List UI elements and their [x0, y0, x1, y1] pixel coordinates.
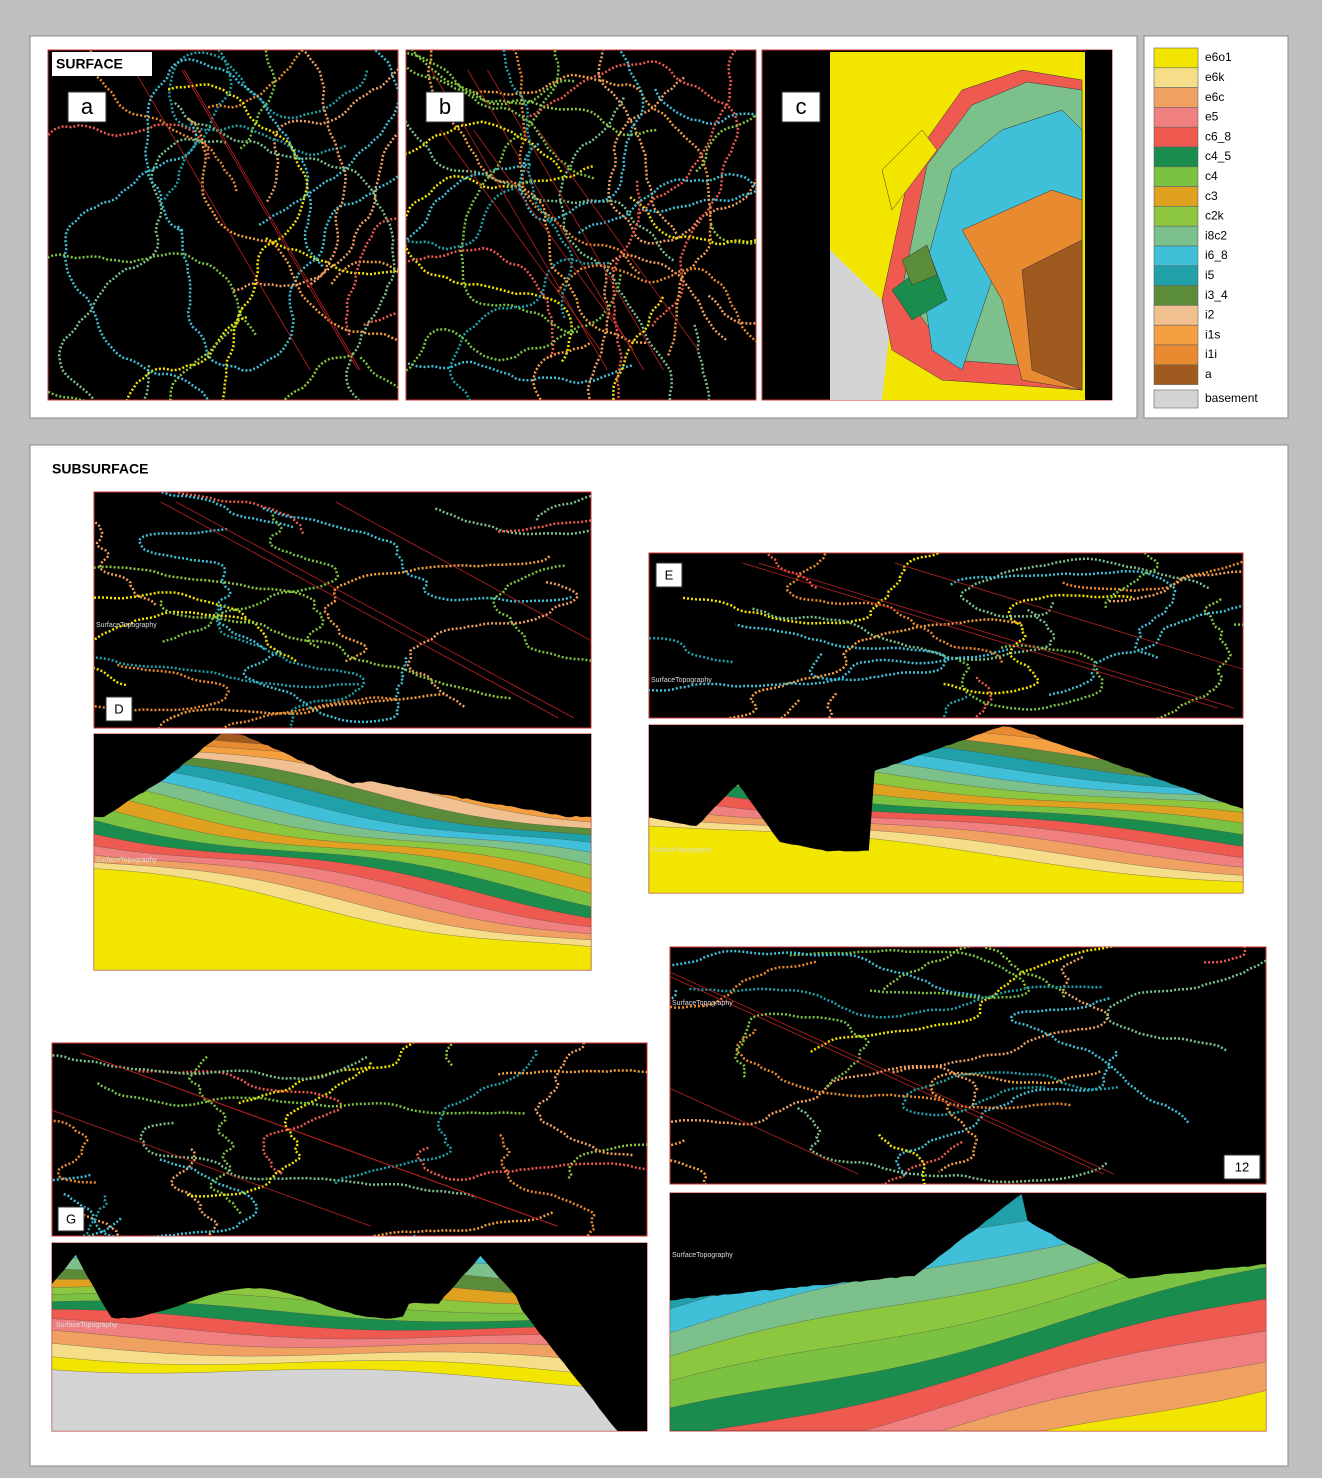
legend-label: e6k [1205, 70, 1225, 84]
legend-label: e6o1 [1205, 50, 1232, 64]
legend-label: i3_4 [1205, 288, 1228, 302]
legend-swatch [1154, 206, 1198, 226]
legend-swatch [1154, 390, 1198, 408]
panel-label: b [439, 94, 451, 119]
legend-label: a [1205, 367, 1212, 381]
figure: a b c SURFACE e6o1 e6k e6c e5 c6_8 c4_5 c4 c3 c2k i8c… [0, 0, 1322, 1478]
legend-swatch [1154, 107, 1198, 127]
legend-label: i2 [1205, 308, 1215, 322]
topography-label: SurfaceTopography [651, 677, 712, 684]
image [830, 50, 1112, 400]
legend-label: i6_8 [1205, 248, 1228, 262]
legend-swatch [1154, 246, 1198, 266]
legend-swatch [1154, 167, 1198, 187]
topography-label: SurfaceTopography [672, 1252, 733, 1259]
legend-label: basement [1205, 391, 1258, 405]
legend-swatch [1154, 266, 1198, 286]
legend-swatch [1154, 88, 1198, 108]
topography-label: SurfaceTopography [96, 622, 157, 629]
legend-swatch [1154, 226, 1198, 246]
topography-label: SurfaceTopography [56, 1322, 117, 1329]
legend-swatch [1154, 305, 1198, 325]
legend-label: c4 [1205, 169, 1218, 183]
legend-swatch [1154, 68, 1198, 88]
legend-swatch [1154, 345, 1198, 365]
panel-label: 12 [1235, 1159, 1249, 1174]
topography-label: SurfaceTopography [672, 1000, 733, 1007]
legend-label: e6c [1205, 90, 1224, 104]
legend-swatch [1154, 48, 1198, 68]
legend-swatch [1154, 187, 1198, 207]
panel-label: E [665, 567, 674, 582]
section-title: SURFACE [56, 56, 123, 72]
legend-label: e5 [1205, 110, 1219, 124]
topography-label: SurfaceTopography [651, 847, 712, 854]
legend-label: i1s [1205, 327, 1220, 341]
legend-label: i5 [1205, 268, 1215, 282]
legend-label: i1i [1205, 347, 1217, 361]
legend-swatch [1154, 147, 1198, 167]
image-frame [649, 553, 1243, 718]
image [649, 696, 1243, 893]
legend-swatch [1154, 325, 1198, 345]
panel-label: a [81, 94, 94, 119]
page: a b c SURFACE e6o1 e6k e6c e5 c6_8 c4_5 c4 c3 c2k i8c… [0, 0, 1322, 1478]
legend-label: c4_5 [1205, 149, 1231, 163]
legend-label: c2k [1205, 209, 1225, 223]
legend-label: c3 [1205, 189, 1218, 203]
map-mask [1086, 50, 1112, 400]
panel-label: D [114, 701, 123, 716]
image-frame [670, 947, 1266, 1184]
panel-label: G [66, 1211, 76, 1226]
legend-swatch [1154, 127, 1198, 147]
panel-label: c [796, 94, 807, 119]
section-title: SUBSURFACE [52, 461, 148, 477]
image [94, 705, 591, 971]
legend-swatch [1154, 365, 1198, 385]
image-frame [94, 492, 591, 728]
legend-label: i8c2 [1205, 228, 1227, 242]
topography-label: SurfaceTopography [96, 857, 157, 864]
legend-swatch [1154, 286, 1198, 306]
legend-label: c6_8 [1205, 129, 1231, 143]
